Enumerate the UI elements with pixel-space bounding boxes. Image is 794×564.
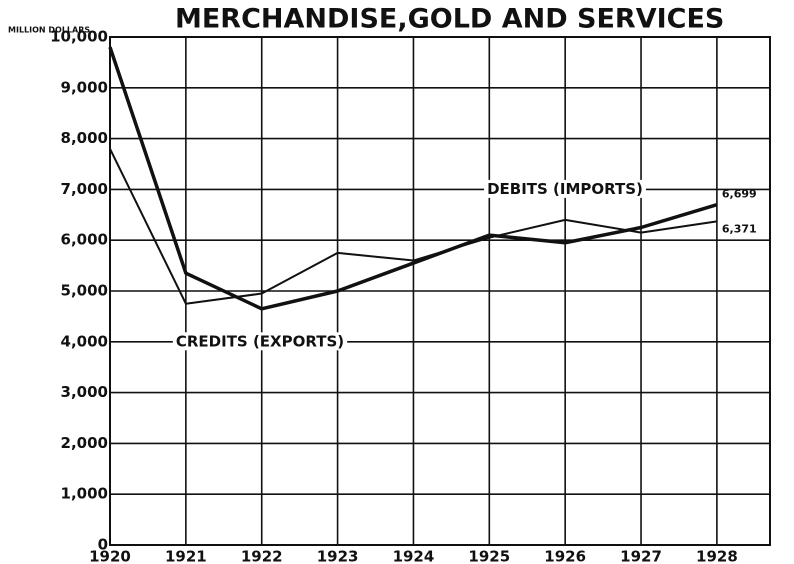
y-tick-label: 6,000 [61, 231, 108, 249]
x-tick-label: 1922 [241, 548, 283, 564]
x-tick-label: 1921 [165, 548, 207, 564]
chart-title: MERCHANDISE,GOLD AND SERVICES [175, 4, 724, 35]
series-label: CREDITS (EXPORTS) [176, 332, 344, 350]
y-axis-label: MILLION DOLLARS [8, 26, 90, 35]
y-tick-label: 9,000 [61, 78, 108, 96]
data-line [109, 148, 718, 305]
series-label-bg [484, 179, 646, 198]
y-tick-label: 4,000 [61, 332, 108, 350]
y-tick-label: 10,000 [50, 28, 108, 46]
value-label: 6,699 [722, 188, 757, 201]
y-tick-label: 5,000 [61, 282, 108, 300]
x-tick-label: 1928 [696, 548, 738, 564]
data-line [108, 46, 718, 311]
y-tick-label: 0 [98, 536, 108, 554]
x-tick-label: 1925 [468, 548, 510, 564]
series-label: DEBITS (IMPORTS) [487, 180, 643, 198]
series-label-bg [172, 332, 348, 351]
y-tick-label: 1,000 [61, 485, 108, 503]
x-tick-label: 1927 [620, 548, 662, 564]
y-tick-label: 2,000 [61, 434, 108, 452]
x-tick-label: 1926 [544, 548, 586, 564]
y-tick-label: 8,000 [61, 129, 108, 147]
value-label: 6,371 [722, 222, 757, 235]
y-tick-label: 7,000 [61, 180, 108, 198]
x-tick-label: 1924 [393, 548, 435, 564]
x-tick-label: 1923 [317, 548, 359, 564]
x-tick-label: 1920 [89, 548, 131, 564]
y-tick-label: 3,000 [61, 383, 108, 401]
